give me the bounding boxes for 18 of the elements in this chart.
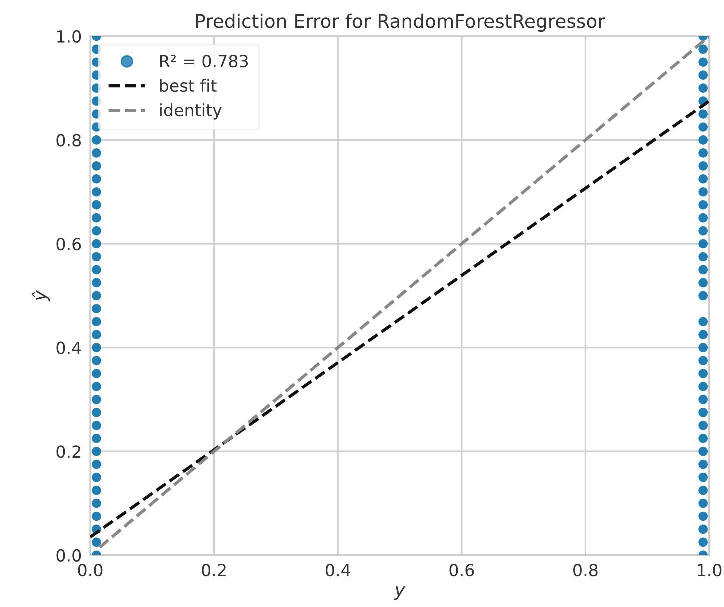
legend-label: best fit xyxy=(160,79,217,92)
y-tick-label: 0.8 xyxy=(56,134,82,147)
y-tick-label: 0.4 xyxy=(56,342,82,354)
y-tick-label: 0.6 xyxy=(56,238,82,251)
chart-title: Prediction Error for RandomForestRegressor xyxy=(196,14,606,32)
legend-label: identity xyxy=(160,104,222,120)
y-tick-label: 0.2 xyxy=(56,446,80,458)
y-tick-label: 1.0 xyxy=(57,30,82,43)
y-tick-label: 0.0 xyxy=(56,549,82,562)
x-tick-label: 0.2 xyxy=(202,564,226,577)
x-tick-label: 0.0 xyxy=(78,564,103,577)
x-tick-label: 0.6 xyxy=(450,564,474,577)
x-tick-label: 1.0 xyxy=(698,564,722,577)
y-axis-title: ŷ xyxy=(32,290,50,302)
x-tick-label: 0.8 xyxy=(574,564,598,577)
legend-label: R² = 0.783 xyxy=(160,55,248,68)
x-axis-title: y xyxy=(394,586,406,600)
x-tick-label: 0.4 xyxy=(326,564,350,577)
